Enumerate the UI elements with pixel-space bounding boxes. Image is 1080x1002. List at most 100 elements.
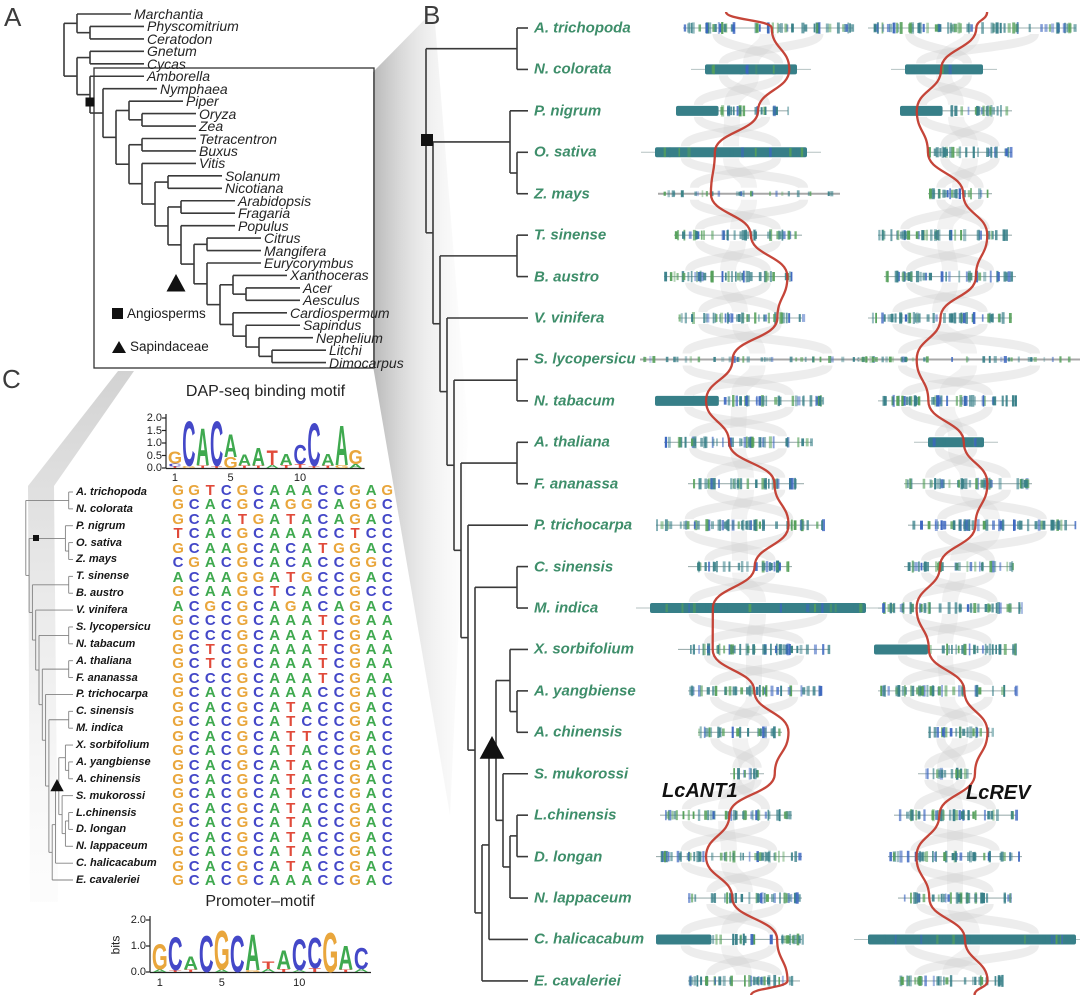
seq-letter: C (253, 496, 264, 514)
b-species-label: A. chinensis (534, 723, 623, 741)
seq-letter: G (172, 799, 184, 817)
seq-letter: G (236, 756, 249, 774)
seq-letter: C (333, 843, 345, 861)
seq-letter: A (301, 539, 313, 557)
seq-letter: C (333, 872, 345, 890)
seq-letter: G (349, 597, 361, 615)
svg-text:T: T (340, 969, 353, 973)
seq-letter: G (349, 872, 361, 890)
seq-letter: G (349, 857, 361, 875)
seq-letter: G (188, 482, 200, 499)
seq-letter: C (188, 510, 200, 528)
axis-tick-label: 0.5 (146, 449, 162, 462)
a-species-label: Piper (186, 93, 219, 110)
seq-letter: C (220, 626, 232, 644)
seq-letter: A (365, 814, 377, 832)
seq-letter: A (285, 612, 297, 630)
seq-letter: A (365, 799, 377, 817)
seq-letter: A (204, 756, 216, 774)
seq-letter: C (333, 554, 345, 572)
seq-letter: G (236, 539, 249, 557)
seq-letter: C (253, 583, 264, 601)
seq-letter: C (333, 785, 345, 803)
seq-letter: C (188, 583, 200, 601)
b-species-label: S. mukorossi (534, 765, 629, 783)
seq-letter: C (365, 525, 377, 543)
square-icon (112, 308, 123, 319)
svg-text:C: C (354, 941, 369, 976)
seq-letter: C (253, 785, 264, 803)
seq-letter: A (204, 496, 216, 514)
b-species-label: V. vinifera (534, 309, 605, 327)
seq-letter: C (188, 597, 200, 615)
seq-letter: A (269, 843, 281, 861)
a-species-label: Arabidopsis (238, 192, 312, 209)
seq-letter: G (349, 713, 361, 731)
clade-markers (33, 97, 505, 792)
seq-letter: A (172, 568, 184, 586)
seq-letter: A (269, 669, 281, 687)
c-species-label: A. chinensis (76, 772, 141, 785)
seq-letter: C (301, 713, 313, 731)
seq-letter: T (286, 843, 296, 861)
seq-letter: A (381, 640, 393, 658)
seq-letter: A (204, 713, 216, 731)
seq-letter: C (317, 554, 329, 572)
b-species-label: N. colorata (534, 60, 612, 78)
c-species-label: C. halicacabum (76, 857, 157, 870)
seq-letter: C (220, 684, 232, 702)
seq-letter: A (269, 713, 281, 731)
seq-letter: C (188, 655, 200, 673)
seq-letter: G (349, 814, 361, 832)
axis-tick-label: 5 (218, 977, 225, 989)
seq-letter: C (253, 857, 264, 875)
seq-letter: A (285, 640, 297, 658)
seq-letter: C (204, 612, 216, 630)
a-species-label: Physcomitrium (147, 18, 239, 35)
seq-letter: G (204, 597, 217, 615)
seq-letter: C (220, 554, 232, 572)
svg-text:G: G (349, 447, 363, 469)
svg-text:T: T (169, 466, 180, 469)
seq-letter: A (204, 771, 216, 788)
seq-letter: G (236, 713, 249, 731)
seq-letter: A (301, 612, 313, 630)
seq-letter: A (301, 698, 313, 716)
seq-letter: G (349, 482, 361, 499)
seq-letter: T (205, 640, 215, 658)
seq-letter: G (365, 496, 377, 514)
panel-a-letter: A (4, 2, 22, 32)
seq-letter: C (317, 698, 329, 716)
seq-letter: A (301, 554, 313, 572)
c-species-label: Z. mays (76, 553, 117, 566)
seq-letter: T (286, 785, 296, 803)
b-species-label: C. halicacabum (534, 930, 645, 948)
seq-letter: A (269, 684, 281, 702)
svg-text:A: A (335, 414, 348, 477)
panel-c-tree (25, 491, 73, 881)
seq-letter: A (285, 482, 297, 499)
svg-text:G: G (335, 464, 349, 469)
seq-letter: A (269, 626, 281, 644)
seq-letter: G (172, 655, 184, 673)
seq-letter: C (188, 698, 200, 716)
seq-letter: A (204, 583, 216, 601)
seq-letter: G (349, 655, 361, 673)
seq-letter: C (220, 482, 232, 499)
seq-letter: C (188, 669, 200, 687)
svg-text:C: C (210, 409, 223, 480)
seq-letter: C (253, 872, 264, 890)
seq-letter: A (269, 814, 281, 832)
seq-letter: G (172, 756, 184, 774)
seq-letter: A (285, 626, 297, 644)
seq-letter: G (236, 669, 249, 687)
seq-letter: C (381, 713, 393, 731)
seq-letter: A (365, 612, 377, 630)
seq-letter: G (236, 626, 249, 644)
svg-text:A: A (214, 969, 229, 973)
a-species-label: Sapindus (303, 317, 362, 334)
